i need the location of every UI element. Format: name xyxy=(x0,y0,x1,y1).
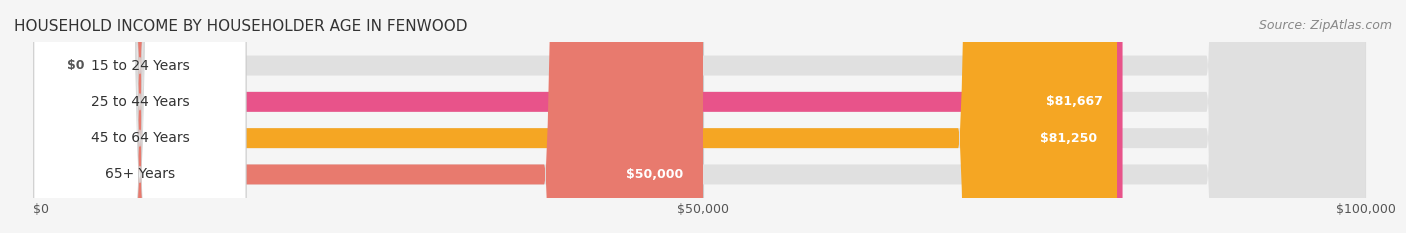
Text: HOUSEHOLD INCOME BY HOUSEHOLDER AGE IN FENWOOD: HOUSEHOLD INCOME BY HOUSEHOLDER AGE IN F… xyxy=(14,19,468,34)
FancyBboxPatch shape xyxy=(34,0,246,233)
FancyBboxPatch shape xyxy=(41,0,1116,233)
Text: 65+ Years: 65+ Years xyxy=(105,168,174,182)
FancyBboxPatch shape xyxy=(41,0,1365,233)
Text: 25 to 44 Years: 25 to 44 Years xyxy=(90,95,190,109)
FancyBboxPatch shape xyxy=(41,0,1365,233)
Text: $81,250: $81,250 xyxy=(1040,132,1097,145)
FancyBboxPatch shape xyxy=(41,0,1365,233)
FancyBboxPatch shape xyxy=(34,0,246,233)
Text: $81,667: $81,667 xyxy=(1046,95,1102,108)
FancyBboxPatch shape xyxy=(41,0,1122,233)
Text: Source: ZipAtlas.com: Source: ZipAtlas.com xyxy=(1258,19,1392,32)
Text: $50,000: $50,000 xyxy=(626,168,683,181)
Text: 45 to 64 Years: 45 to 64 Years xyxy=(90,131,190,145)
FancyBboxPatch shape xyxy=(34,0,246,233)
Text: 15 to 24 Years: 15 to 24 Years xyxy=(90,58,190,72)
FancyBboxPatch shape xyxy=(34,0,246,233)
FancyBboxPatch shape xyxy=(41,0,1365,233)
FancyBboxPatch shape xyxy=(41,0,703,233)
Text: $0: $0 xyxy=(67,59,84,72)
